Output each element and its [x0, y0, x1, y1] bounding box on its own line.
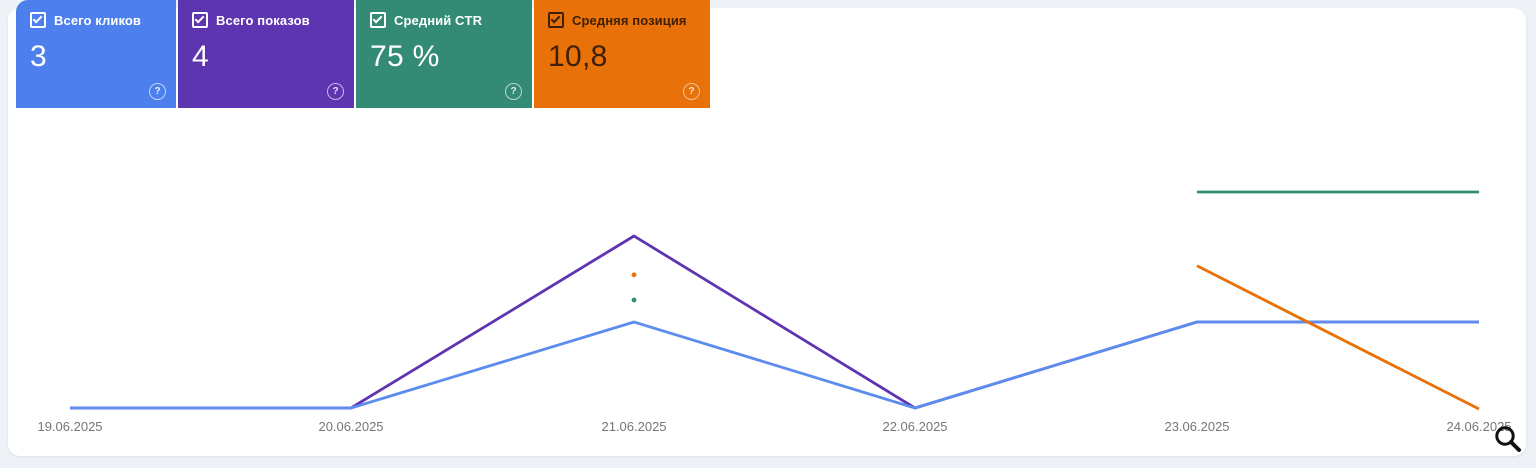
total-impressions-value: 4	[192, 40, 209, 73]
help-icon[interactable]: ?	[505, 83, 522, 100]
series-line-position	[1196, 264, 1480, 411]
total-clicks-value: 3	[30, 40, 47, 73]
x-axis-tick: 24.06.2025	[1446, 419, 1512, 434]
card-total-impressions[interactable]: Всего показов 4 ?	[178, 0, 354, 108]
card-label: Всего показов	[216, 12, 310, 28]
card-total-clicks-header: Всего кликов	[30, 12, 162, 28]
card-label: Средний CTR	[394, 12, 483, 28]
checked-checkbox-icon[interactable]	[548, 12, 564, 28]
average-position-value: 10,8	[548, 40, 608, 73]
series-point-position	[631, 272, 637, 278]
metric-cards: Всего кликов 3 ? Всего показов 4 ? Средн…	[16, 0, 710, 108]
checked-checkbox-icon[interactable]	[192, 12, 208, 28]
x-axis-tick: 21.06.2025	[601, 419, 667, 434]
help-icon[interactable]: ?	[327, 83, 344, 100]
card-label: Всего кликов	[54, 12, 142, 28]
card-average-ctr-header: Средний CTR	[370, 12, 518, 28]
checked-checkbox-icon[interactable]	[370, 12, 386, 28]
card-total-impressions-header: Всего показов	[192, 12, 340, 28]
card-label: Средняя позиция	[572, 12, 687, 28]
series-line-clicks	[70, 320, 1479, 410]
x-axis-tick: 22.06.2025	[882, 419, 948, 434]
series-point-ctr	[631, 297, 637, 303]
help-icon[interactable]: ?	[149, 83, 166, 100]
card-total-clicks[interactable]: Всего кликов 3 ?	[16, 0, 176, 108]
card-average-ctr[interactable]: Средний CTR 75 % ?	[356, 0, 532, 108]
card-average-position[interactable]: Средняя позиция 10,8 ?	[534, 0, 710, 108]
x-axis-tick: 23.06.2025	[1164, 419, 1230, 434]
checked-checkbox-icon[interactable]	[30, 12, 46, 28]
help-icon[interactable]: ?	[683, 83, 700, 100]
average-ctr-value: 75 %	[370, 40, 440, 73]
x-axis-tick: 20.06.2025	[318, 419, 384, 434]
magnifier-icon[interactable]	[1492, 424, 1523, 455]
card-average-position-header: Средняя позиция	[548, 12, 696, 28]
x-axis-tick: 19.06.2025	[37, 419, 103, 434]
